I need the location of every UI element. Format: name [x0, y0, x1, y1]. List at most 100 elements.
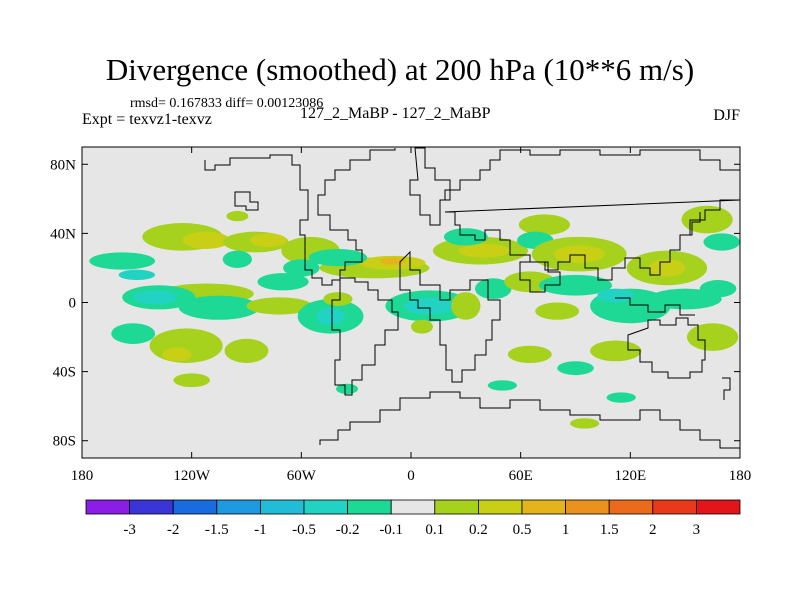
contour-blob: [283, 259, 320, 277]
contour-blob: [553, 245, 605, 263]
contour-blob: [474, 278, 512, 300]
colorbar-label: 0.2: [469, 522, 488, 538]
contour-blob: [403, 297, 455, 315]
x-tick-label: 0: [407, 468, 415, 484]
contour-blob: [411, 319, 433, 334]
colorbar-box: [85, 499, 130, 515]
comparison-label: 127_2_MaBP - 127_2_MaBP: [300, 105, 491, 122]
season-label: DJF: [713, 107, 740, 124]
contour-blob: [182, 231, 231, 249]
arabia-outline: [519, 261, 561, 293]
contour-blob: [507, 345, 552, 363]
contour-blob: [308, 248, 368, 267]
y-tick-label: 80S: [53, 434, 76, 450]
y-tick-label: 80N: [50, 157, 76, 173]
x-tick-label: 60W: [287, 468, 317, 484]
south-america-outline: [331, 277, 399, 396]
colorbar-box: [565, 499, 610, 515]
colorbar-box: [434, 499, 479, 515]
contour-blob: [315, 307, 346, 325]
baffin-island-outline: [234, 191, 259, 211]
colorbar-label: -0.5: [292, 522, 316, 538]
y-tick-label: 40S: [53, 365, 76, 381]
contour-blob: [606, 392, 636, 403]
x-tick-label: 120W: [173, 468, 211, 484]
contour-blob: [487, 380, 518, 391]
colorbar-label: -0.2: [336, 522, 360, 538]
contour-blob: [597, 288, 634, 303]
chart-title: Divergence (smoothed) at 200 hPa (10**6 …: [105, 52, 695, 87]
contour-blob: [323, 292, 353, 306]
x-tick-label: 120E: [614, 468, 646, 484]
contour-blob: [246, 297, 313, 315]
axis-ticks: 180 120W 60W 0 60E 120E 180 80N 40N 0 40S 80S: [50, 147, 751, 484]
colorbar: -3 -2 -1.5 -1 -0.5 -0.2 -0.1 0.1 0.2 0.5 1 1.5 2 3: [85, 499, 741, 538]
eurasia-outline: [444, 149, 740, 281]
y-tick-label: 40N: [50, 226, 76, 242]
colorbar-box: [652, 499, 697, 515]
greenland-outline: [409, 147, 451, 226]
land-outlines: [204, 147, 740, 449]
colorbar-label: 1.5: [600, 522, 619, 538]
japan-outline: [685, 212, 701, 236]
experiment-label: Expt = texvz1-texvz: [82, 111, 212, 128]
contour-blob: [226, 210, 249, 222]
contour-blob: [257, 273, 309, 291]
contour-blob: [451, 292, 481, 320]
rmsd-stats: rmsd= 0.167833 diff= 0.00123086: [130, 96, 324, 111]
contour-blob: [162, 347, 192, 362]
colorbar-label: 2: [649, 522, 657, 538]
north-america-outline: [204, 148, 396, 286]
colorbar-label: 1: [562, 522, 570, 538]
contour-blob: [173, 373, 210, 388]
new-zealand-outline: [722, 377, 731, 400]
antarctica-outline: [319, 391, 740, 449]
colorbar-box: [259, 499, 305, 515]
x-tick-label: 60E: [509, 468, 533, 484]
contour-blob: [224, 338, 269, 363]
colorbar-box: [172, 499, 218, 515]
colorbar-label: -1.5: [205, 522, 229, 538]
contour-blob: [535, 302, 580, 320]
colorbar-label: 3: [693, 522, 701, 538]
contour-blob: [222, 250, 252, 268]
x-tick-label: 180: [729, 468, 752, 484]
colorbar-label: 0.5: [513, 522, 532, 538]
colorbar-box: [390, 499, 436, 515]
contour-blob: [178, 295, 260, 320]
contour-blob: [458, 243, 510, 258]
contour-blob: [133, 290, 178, 305]
contour-blob: [590, 340, 642, 362]
contour-blob: [443, 228, 488, 246]
contour-blob: [379, 257, 406, 265]
africa-outline: [399, 250, 501, 383]
colorbar-box: [696, 499, 741, 515]
colorbar-box: [129, 499, 174, 515]
colorbar-box: [216, 499, 261, 515]
contour-blob: [686, 323, 739, 351]
contour-blob: [681, 205, 733, 234]
contour-blob: [111, 323, 156, 344]
contour-blob: [703, 233, 740, 251]
colorbar-label: -3: [123, 522, 136, 538]
australia-outline: [627, 317, 706, 379]
colorbar-label: -0.1: [379, 522, 403, 538]
colorbar-box: [477, 499, 523, 515]
contour-blob: [699, 280, 737, 298]
colorbar-label: -2: [167, 522, 180, 538]
contour-blob: [89, 252, 156, 270]
colorbar-box: [521, 499, 566, 515]
colorbar-box: [608, 499, 654, 515]
colorbar-box: [303, 499, 348, 515]
x-tick-label: 180: [71, 468, 94, 484]
y-tick-label: 0: [69, 296, 77, 312]
contour-blob: [538, 274, 613, 296]
contour-blob: [336, 383, 358, 395]
contour-blob: [557, 361, 594, 376]
contour-blob: [648, 259, 686, 277]
colorbar-label: 0.1: [425, 522, 444, 538]
colorbar-label: -1: [254, 522, 267, 538]
contour-blob: [250, 233, 287, 248]
contour-blob: [118, 269, 156, 281]
